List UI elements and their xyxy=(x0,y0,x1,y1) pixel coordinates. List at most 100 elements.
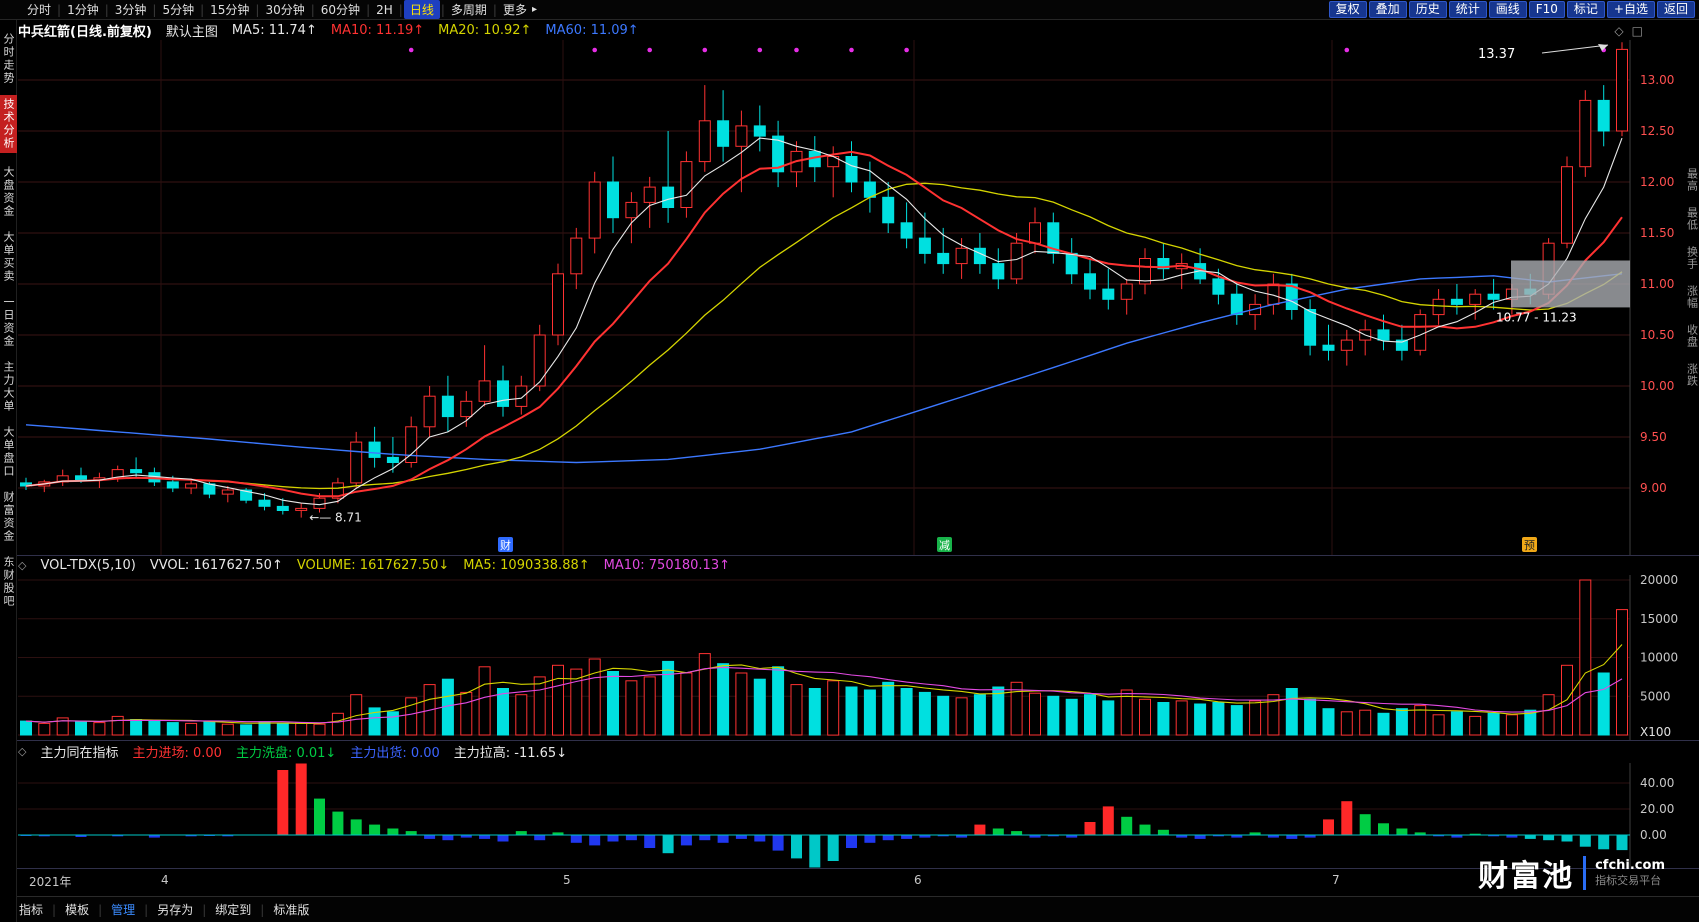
event-badges[interactable]: 财减预 xyxy=(498,537,1537,552)
indicator-chart[interactable]: 40.00 20.00 0.00 xyxy=(18,763,1699,868)
sidebar-item[interactable]: 东财股吧 xyxy=(2,556,15,608)
sidebar-item[interactable]: 大盘资金 xyxy=(2,166,15,218)
bottom-menu-item[interactable]: 指标 xyxy=(19,903,44,917)
watermark: 财富池 cfchi.com 指标交易平台 xyxy=(1478,851,1665,895)
sidebar-item[interactable]: 主力大单 xyxy=(2,361,15,413)
right-strip: 最高最低换手涨幅收盘涨跌 xyxy=(1684,168,1699,402)
toolbar-button[interactable]: 历史 xyxy=(1408,1,1447,18)
sidebar-item[interactable]: 一日资金 xyxy=(2,296,15,348)
ma-lines xyxy=(25,137,1623,506)
maximize-pane-icon[interactable]: □ xyxy=(1631,23,1643,38)
sidebar-item[interactable]: 技术分析 xyxy=(0,95,17,153)
period-tab[interactable]: 分时 xyxy=(27,3,52,17)
toolbar-buttons: 复权 叠加 历史 统计 画线 F10 标记 +自选 返回 xyxy=(1328,1,1699,18)
volume-axis: 20000 15000 10000 5000 X100 xyxy=(1640,575,1678,739)
right-strip-item[interactable]: 涨跌 xyxy=(1685,363,1699,387)
volume-label: MA10: 750180.13↑ xyxy=(603,558,730,573)
period-tab[interactable]: 2H xyxy=(376,2,393,17)
svg-text:11.50: 11.50 xyxy=(1640,226,1674,240)
volume-bars[interactable] xyxy=(20,579,1628,736)
svg-text:15000: 15000 xyxy=(1640,612,1678,626)
range-box xyxy=(1511,260,1630,308)
watermark-brand: 财富池 xyxy=(1478,859,1575,894)
svg-text:13.00: 13.00 xyxy=(1640,73,1674,87)
indicator-labels: 主力进场: 0.00 主力洗盘: 0.01↓ 主力出货: 0.00 主力拉高: -11… xyxy=(132,742,567,761)
toolbar-button[interactable]: 叠加 xyxy=(1368,1,1407,18)
collapse-diamond-icon[interactable]: ◇ xyxy=(18,745,27,758)
collapse-diamond-icon[interactable]: ◇ xyxy=(18,559,27,572)
period-tab[interactable]: 15分钟 xyxy=(210,3,250,17)
toolbar-button[interactable]: 标记 xyxy=(1566,1,1605,18)
toolbar-button[interactable]: 画线 xyxy=(1488,1,1527,18)
main-candlestick-chart[interactable]: 10.77 - 11.23 13.37 ←— 8.71 财 减 预 13.00 12.50 12… xyxy=(18,40,1699,555)
pane-divider xyxy=(0,740,1699,741)
time-axis-label: 4 xyxy=(161,873,169,887)
indicator-label: 主力洗盘: 0.01↓ xyxy=(235,746,337,761)
period-tab[interactable]: 日线 xyxy=(403,0,440,19)
separator: | xyxy=(98,902,103,917)
period-tab[interactable]: 60分钟 xyxy=(320,3,361,17)
toolbar-button[interactable]: 返回 xyxy=(1656,1,1695,18)
svg-text:5000: 5000 xyxy=(1640,689,1671,703)
stock-title: 中兵红箭(日线.前复权) xyxy=(18,25,152,40)
volume-label: MA5: 1090338.88↑ xyxy=(463,558,590,573)
sidebar-item[interactable]: 分时走势 xyxy=(2,33,15,85)
low-price-annotation: ←— 8.71 xyxy=(309,511,362,525)
svg-text:预: 预 xyxy=(1524,539,1535,552)
separator: | xyxy=(57,2,62,17)
sidebar-item[interactable]: 大单买卖 xyxy=(2,231,15,283)
svg-text:20.00: 20.00 xyxy=(1640,802,1674,816)
bottom-menu-item[interactable]: 标准版 xyxy=(273,903,310,917)
pane-divider xyxy=(0,868,1699,869)
right-strip-item[interactable]: 涨幅 xyxy=(1685,285,1699,309)
toolbar-button[interactable]: 复权 xyxy=(1328,1,1367,18)
more-arrow-icon[interactable]: ▸ xyxy=(531,4,537,15)
bottom-menu-item[interactable]: 另存为 xyxy=(157,903,194,917)
pane-settings-icon[interactable]: ◇ xyxy=(1614,23,1624,38)
svg-text:40.00: 40.00 xyxy=(1640,776,1674,790)
price-axis: 13.00 12.50 12.00 11.50 11.00 10.50 10.00 9.50 9… xyxy=(1640,73,1674,495)
indicator-label: 主力出货: 0.00 xyxy=(350,746,440,761)
volume-labels: VOL-TDX(5,10) VVOL: 1617627.50↑ VOLUME: 16… xyxy=(40,558,730,573)
volume-label: VVOL: 1617627.50↑ xyxy=(149,558,283,573)
period-tab[interactable]: 3分钟 xyxy=(114,3,147,17)
period-tab[interactable]: 更多 xyxy=(502,3,527,17)
separator: | xyxy=(200,2,205,17)
svg-text:10000: 10000 xyxy=(1640,651,1678,665)
sidebar-item[interactable]: 财富资金 xyxy=(2,491,15,543)
right-strip-item[interactable]: 最低 xyxy=(1685,207,1699,231)
period-tab[interactable]: 1分钟 xyxy=(67,3,99,17)
indicator-pane-header: ◇ 主力同在指标 主力进场: 0.00 主力洗盘: 0.01↓ 主力出货: 0.00… xyxy=(18,741,1643,762)
volume-label: VOLUME: 1617627.50↓ xyxy=(296,558,450,573)
svg-text:10.50: 10.50 xyxy=(1640,328,1674,342)
watermark-domain: cfchi.com xyxy=(1595,858,1665,873)
ma-label: MA20: 10.92↑ xyxy=(438,23,532,38)
separator: | xyxy=(255,2,260,17)
indicator-bars[interactable] xyxy=(20,763,1628,868)
right-strip-item[interactable]: 收盘 xyxy=(1685,324,1699,348)
ma-label: MA60: 11.09↑ xyxy=(545,23,639,38)
period-tabs: 分时 | 1分钟 | 3分钟 | 5分钟 | 15分钟 | 30分钟 | 60分钟 | 2H | 日线 | 多周期 |… xyxy=(0,0,541,19)
volume-unit-label: X100 xyxy=(1640,725,1671,739)
toolbar-button[interactable]: F10 xyxy=(1528,1,1565,18)
toolbar-button[interactable]: 统计 xyxy=(1448,1,1487,18)
bottom-menu-item[interactable]: 模板 xyxy=(65,903,90,917)
svg-text:20000: 20000 xyxy=(1640,575,1678,587)
sidebar-item[interactable]: 大单盘口 xyxy=(2,426,15,478)
separator: | xyxy=(260,902,265,917)
right-strip-item[interactable]: 最高 xyxy=(1685,168,1699,192)
indicator-label: 主力拉高: -11.65↓ xyxy=(453,746,568,761)
bottom-menu-item[interactable]: 绑定到 xyxy=(215,903,252,917)
period-tab[interactable]: 5分钟 xyxy=(162,3,195,17)
toolbar-button[interactable]: +自选 xyxy=(1606,1,1655,18)
right-strip-item[interactable]: 换手 xyxy=(1685,246,1699,270)
period-tab[interactable]: 多周期 xyxy=(450,3,487,17)
time-axis: 2021年 4 5 6 7 xyxy=(18,868,1630,894)
candles[interactable] xyxy=(20,42,1628,518)
time-axis-label: 7 xyxy=(1332,873,1340,887)
layout-selector[interactable]: 默认主图 xyxy=(165,25,218,40)
high-price-annotation: 13.37 xyxy=(1478,47,1515,62)
bottom-menu-item[interactable]: 管理 xyxy=(111,903,136,917)
volume-chart[interactable]: 20000 15000 10000 5000 X100 xyxy=(18,575,1699,740)
period-tab[interactable]: 30分钟 xyxy=(265,3,305,17)
